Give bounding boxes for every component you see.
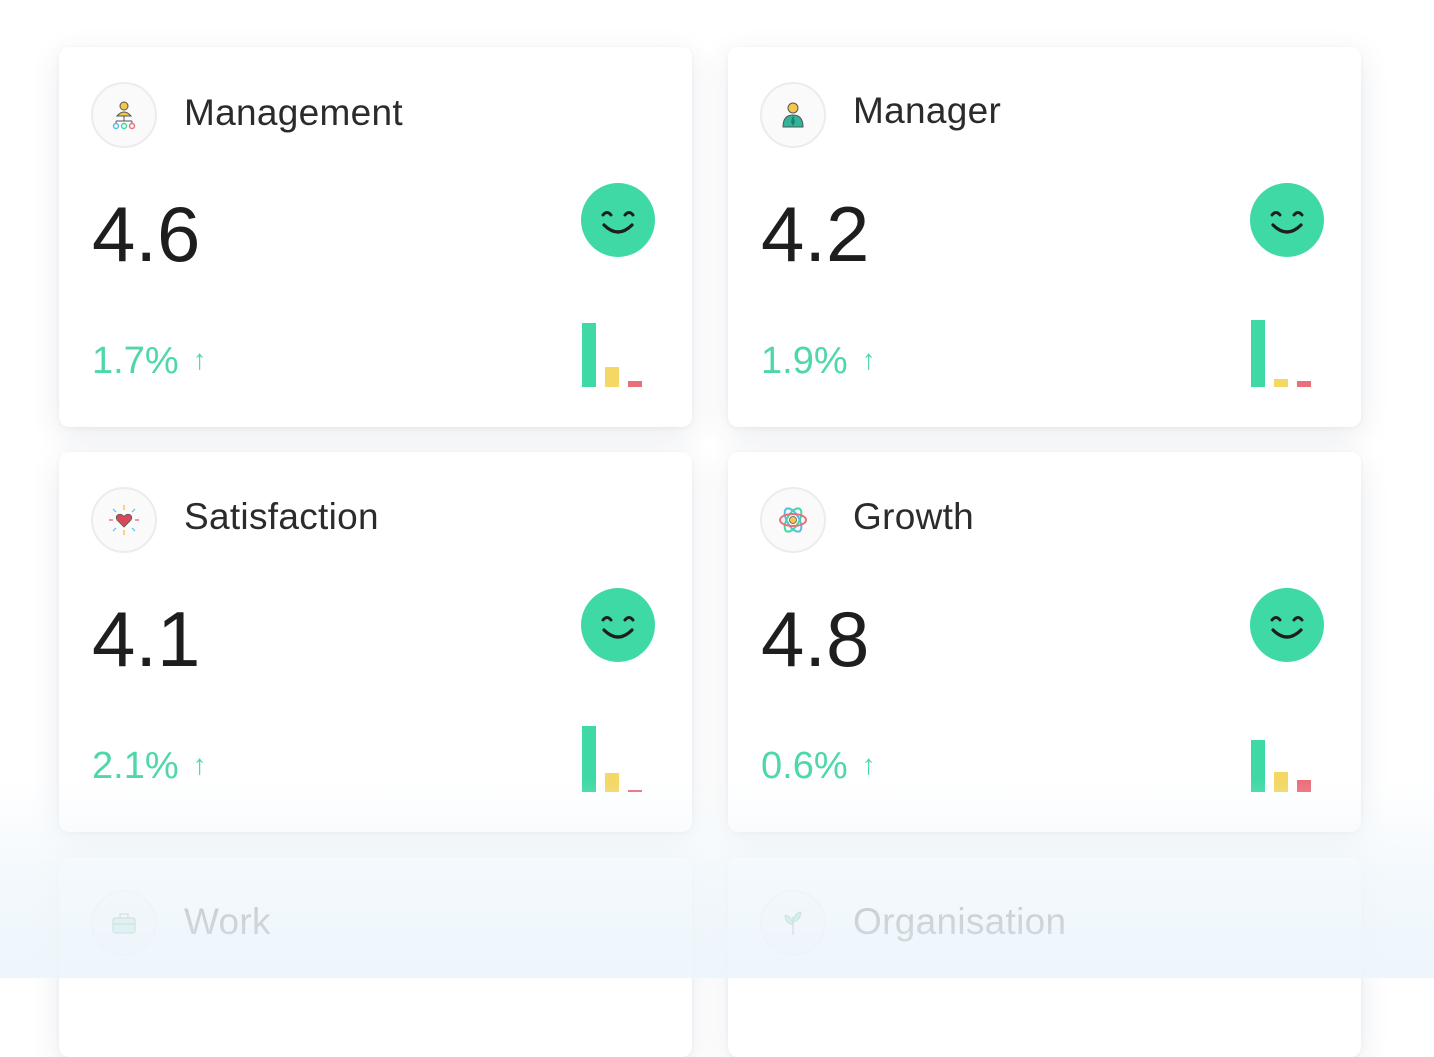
card-title: Management [184,92,403,133]
change-indicator: 0.6% ↑ [761,745,876,788]
change-indicator: 1.7% ↑ [92,340,207,383]
score-value: 4.8 [761,595,870,683]
change-indicator: 1.9% ↑ [761,340,876,383]
metric-card-work[interactable]: Work [59,857,692,1057]
neutral-bar [605,773,619,792]
metric-card-management[interactable]: Management 4.6 1.7% ↑ [59,47,692,427]
positive-bar [1251,740,1265,792]
card-title: Satisfaction [184,496,379,537]
neutral-bar [1274,772,1288,792]
manager-person-icon [760,82,826,148]
metric-card-manager[interactable]: Manager 4.2 1.9% ↑ [728,47,1361,427]
distribution-bars [1251,311,1321,387]
distribution-bars [582,311,652,387]
positive-bar [582,323,596,387]
card-title: Manager [853,90,1002,131]
positive-bar [1251,320,1265,387]
change-percent: 2.1% [92,745,179,787]
card-title: Growth [853,496,975,537]
up-arrow-icon: ↑ [861,748,876,780]
score-value: 4.2 [761,190,870,278]
neutral-bar [1274,379,1288,387]
satisfaction-heart-icon [91,487,157,553]
card-title: Work [184,901,271,942]
change-percent: 0.6% [761,745,848,787]
change-percent: 1.9% [761,340,848,382]
happy-face-icon [581,183,655,257]
negative-bar [628,381,642,387]
neutral-bar [605,367,619,387]
growth-atom-icon [760,487,826,553]
work-briefcase-icon [91,890,157,956]
negative-bar [1297,381,1311,387]
negative-bar [628,790,642,792]
management-network-icon [91,82,157,148]
happy-face-icon [1250,183,1324,257]
metric-card-organisation[interactable]: Organisation [728,857,1361,1057]
positive-bar [582,726,596,792]
score-value: 4.1 [92,595,201,683]
distribution-bars [582,716,652,792]
happy-face-icon [1250,588,1324,662]
negative-bar [1297,780,1311,792]
metric-card-satisfaction[interactable]: Satisfaction 4.1 2.1% ↑ [59,452,692,832]
change-indicator: 2.1% ↑ [92,745,207,788]
happy-face-icon [581,588,655,662]
up-arrow-icon: ↑ [861,343,876,375]
up-arrow-icon: ↑ [192,748,207,780]
change-percent: 1.7% [92,340,179,382]
metric-card-growth[interactable]: Growth 4.8 0.6% ↑ [728,452,1361,832]
score-value: 4.6 [92,190,201,278]
card-title: Organisation [853,901,1067,942]
distribution-bars [1251,716,1321,792]
up-arrow-icon: ↑ [192,343,207,375]
organisation-plant-icon [760,890,826,956]
